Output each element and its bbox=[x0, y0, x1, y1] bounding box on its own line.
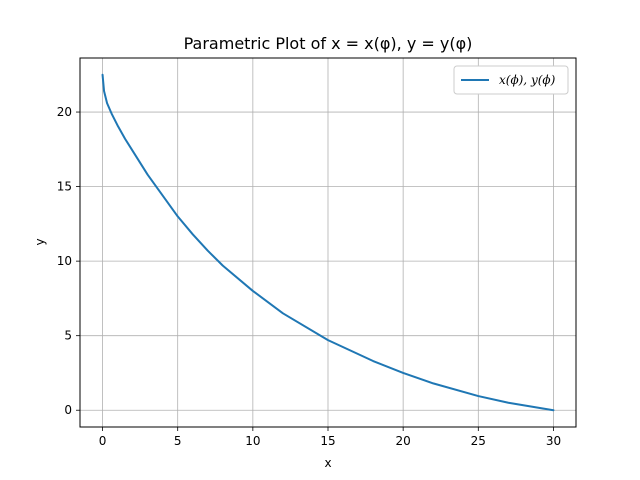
legend-label: x(ϕ), y(ϕ) bbox=[499, 73, 556, 87]
y-tick-label: 5 bbox=[64, 329, 72, 343]
x-tick-label: 15 bbox=[320, 434, 335, 448]
x-tick-label: 20 bbox=[396, 434, 411, 448]
x-axis-label: x bbox=[324, 456, 331, 470]
x-tick-label: 0 bbox=[99, 434, 107, 448]
series-line bbox=[101, 73, 555, 412]
legend-box bbox=[453, 65, 569, 95]
x-tick-label: 5 bbox=[174, 434, 182, 448]
chart-title: Parametric Plot of x = x(φ), y = y(φ) bbox=[184, 34, 473, 53]
x-tick-label: 30 bbox=[546, 434, 561, 448]
y-tick-label: 0 bbox=[64, 403, 72, 417]
y-tick-label: 20 bbox=[57, 105, 72, 119]
series-layer bbox=[101, 73, 555, 412]
y-tick-label: 15 bbox=[57, 180, 72, 194]
grid bbox=[80, 58, 576, 427]
y-tick-label: 10 bbox=[57, 254, 72, 268]
legend: x(ϕ), y(ϕ) bbox=[453, 65, 569, 95]
x-tick-label: 10 bbox=[245, 434, 260, 448]
y-axis-label: y bbox=[33, 238, 47, 245]
ticks: 0 5 10 15 20 25 30 0 5 10 15 20 bbox=[57, 105, 561, 448]
x-tick-label: 25 bbox=[471, 434, 486, 448]
